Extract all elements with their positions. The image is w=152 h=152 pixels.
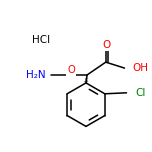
Text: Cl: Cl — [135, 88, 146, 98]
Text: HCl: HCl — [32, 35, 51, 45]
Text: H₂N: H₂N — [26, 70, 45, 80]
Text: O: O — [67, 65, 75, 75]
Text: O: O — [103, 40, 111, 50]
Text: OH: OH — [132, 63, 149, 73]
